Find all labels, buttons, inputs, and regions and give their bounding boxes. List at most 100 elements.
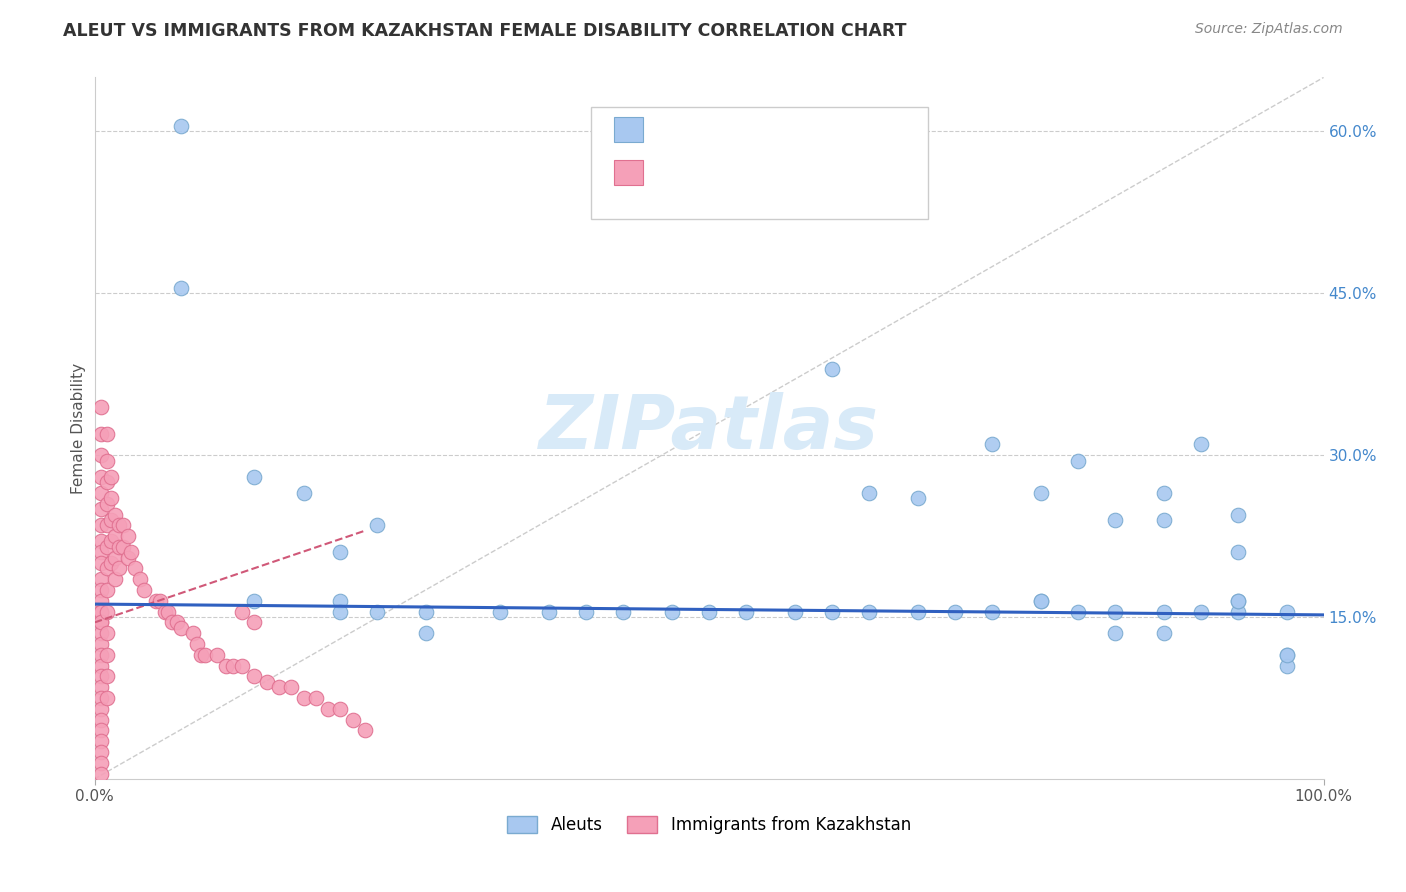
Point: [90, 723, 112, 738]
Point: [1067, 453, 1090, 467]
Point: [858, 605, 880, 619]
Point: [256, 674, 278, 689]
Point: [1104, 605, 1126, 619]
Text: ALEUT VS IMMIGRANTS FROM KAZAKHSTAN FEMALE DISABILITY CORRELATION CHART: ALEUT VS IMMIGRANTS FROM KAZAKHSTAN FEMA…: [63, 22, 907, 40]
Point: [100, 469, 122, 483]
Point: [1153, 605, 1175, 619]
Text: ZIPatlas: ZIPatlas: [538, 392, 879, 465]
Point: [1029, 486, 1052, 500]
Text: R =: R =: [657, 122, 690, 136]
Text: N =: N =: [758, 122, 792, 136]
Point: [90, 626, 112, 640]
Point: [1275, 648, 1298, 662]
Point: [1275, 605, 1298, 619]
Point: [858, 486, 880, 500]
Point: [90, 572, 112, 586]
Point: [329, 605, 352, 619]
Point: [980, 437, 1002, 451]
Point: [90, 469, 112, 483]
Point: [96, 518, 118, 533]
Point: [243, 615, 266, 630]
Point: [104, 550, 127, 565]
Point: [166, 615, 188, 630]
Point: [100, 556, 122, 570]
Point: [169, 119, 191, 133]
Point: [169, 281, 191, 295]
Point: [980, 605, 1002, 619]
Point: [157, 605, 180, 619]
Point: [1275, 658, 1298, 673]
Point: [243, 594, 266, 608]
Point: [111, 540, 134, 554]
Point: [292, 690, 315, 705]
Point: [96, 669, 118, 683]
Point: [96, 648, 118, 662]
Point: [169, 621, 191, 635]
Point: [96, 540, 118, 554]
Point: [90, 637, 112, 651]
Point: [96, 453, 118, 467]
Point: [366, 518, 388, 533]
Point: [104, 508, 127, 522]
Point: [575, 605, 598, 619]
Point: [90, 534, 112, 549]
Point: [222, 658, 245, 673]
Point: [90, 680, 112, 694]
Point: [90, 615, 112, 630]
Point: [90, 605, 112, 619]
Point: [90, 745, 112, 759]
Point: [96, 583, 118, 598]
Point: [354, 723, 377, 738]
Point: [215, 658, 238, 673]
Point: [117, 550, 139, 565]
Point: [1226, 594, 1249, 608]
Point: [231, 605, 253, 619]
Point: [90, 400, 112, 414]
Point: [342, 713, 364, 727]
Point: [108, 561, 131, 575]
Point: [96, 426, 118, 441]
Point: [943, 605, 966, 619]
Point: [735, 605, 758, 619]
Point: [1104, 513, 1126, 527]
Point: [612, 605, 634, 619]
Point: [821, 605, 844, 619]
Point: [329, 594, 352, 608]
Point: [329, 545, 352, 559]
Point: [120, 545, 142, 559]
Point: [104, 572, 127, 586]
Point: [90, 766, 112, 780]
Point: [108, 518, 131, 533]
Point: [243, 669, 266, 683]
Text: Source: ZipAtlas.com: Source: ZipAtlas.com: [1195, 22, 1343, 37]
Point: [90, 486, 112, 500]
Point: [1275, 648, 1298, 662]
Point: [907, 491, 929, 506]
Point: [489, 605, 512, 619]
Point: [90, 502, 112, 516]
Text: R =: R =: [657, 165, 690, 179]
Point: [111, 518, 134, 533]
Point: [186, 637, 208, 651]
Point: [90, 518, 112, 533]
Point: [90, 658, 112, 673]
Point: [292, 486, 315, 500]
Point: [108, 540, 131, 554]
Point: [231, 658, 253, 673]
Point: [145, 594, 167, 608]
Point: [415, 626, 437, 640]
Point: [1153, 513, 1175, 527]
Point: [90, 448, 112, 462]
Point: [1067, 605, 1090, 619]
Text: N =: N =: [758, 165, 792, 179]
Text: 52: 52: [790, 122, 810, 136]
Point: [90, 669, 112, 683]
Point: [661, 605, 683, 619]
Point: [96, 605, 118, 619]
Point: [90, 583, 112, 598]
Point: [90, 545, 112, 559]
Point: [90, 615, 112, 630]
Point: [104, 529, 127, 543]
Point: [538, 605, 561, 619]
Point: [181, 626, 204, 640]
